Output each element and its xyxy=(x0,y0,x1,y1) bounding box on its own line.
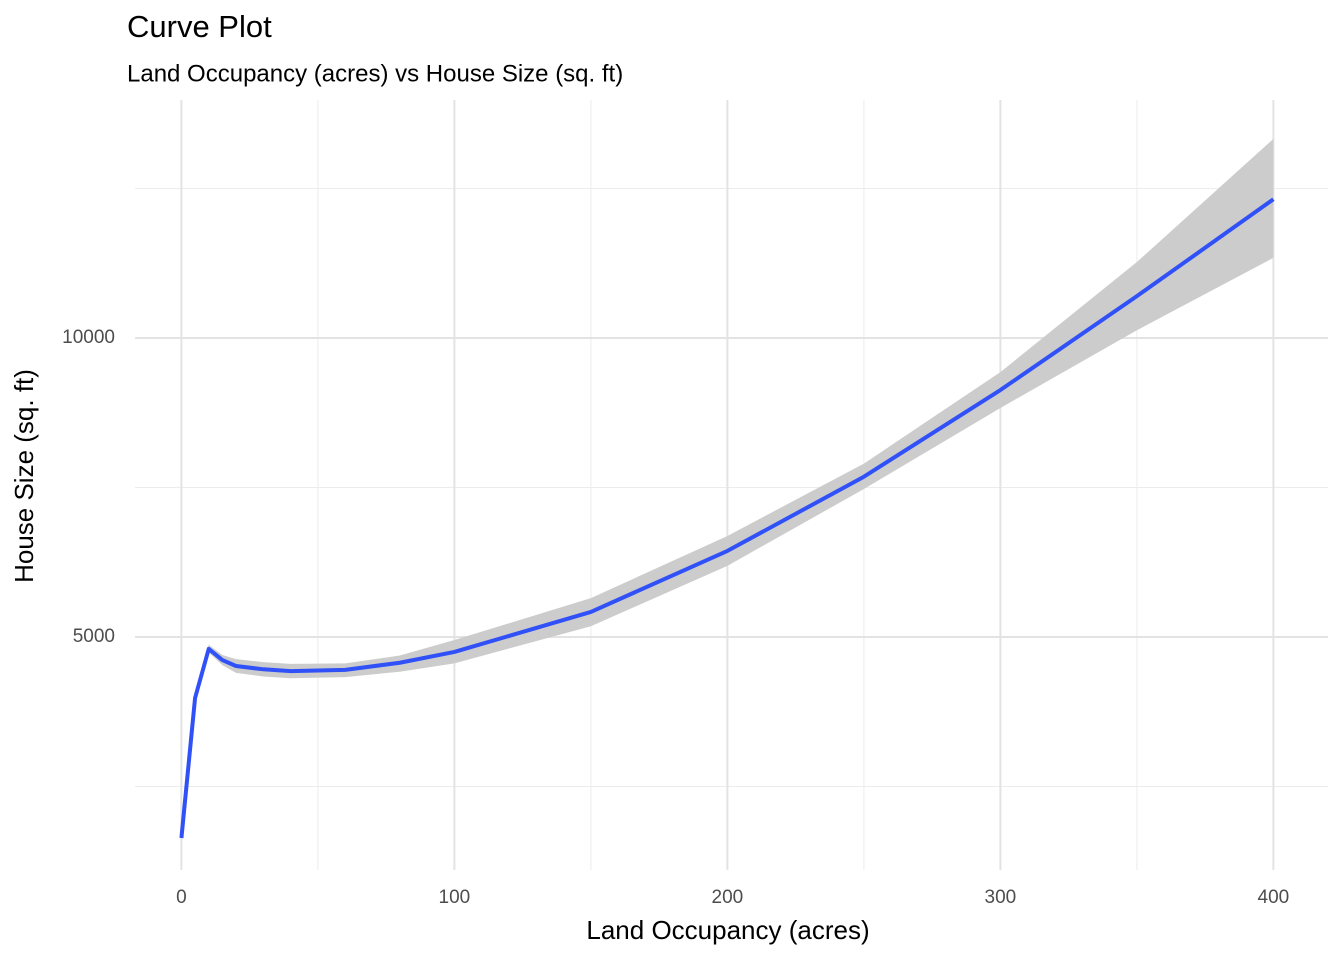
chart-title: Curve Plot xyxy=(127,9,272,44)
x-axis-title: Land Occupancy (acres) xyxy=(586,915,869,945)
curve-line xyxy=(179,197,1275,839)
grid xyxy=(135,100,1328,870)
y-tick-label: 5000 xyxy=(73,626,115,647)
x-tick-label: 300 xyxy=(985,887,1017,908)
x-tick-label: 200 xyxy=(712,887,744,908)
chart-subtitle: Land Occupancy (acres) vs House Size (sq… xyxy=(127,60,623,87)
x-tick-label: 100 xyxy=(439,887,471,908)
y-axis-title: House Size (sq. ft) xyxy=(9,369,39,583)
x-tick-label: 0 xyxy=(176,887,187,908)
y-tick-label: 10000 xyxy=(62,327,115,348)
x-tick-label: 400 xyxy=(1258,887,1290,908)
marks xyxy=(179,138,1275,841)
